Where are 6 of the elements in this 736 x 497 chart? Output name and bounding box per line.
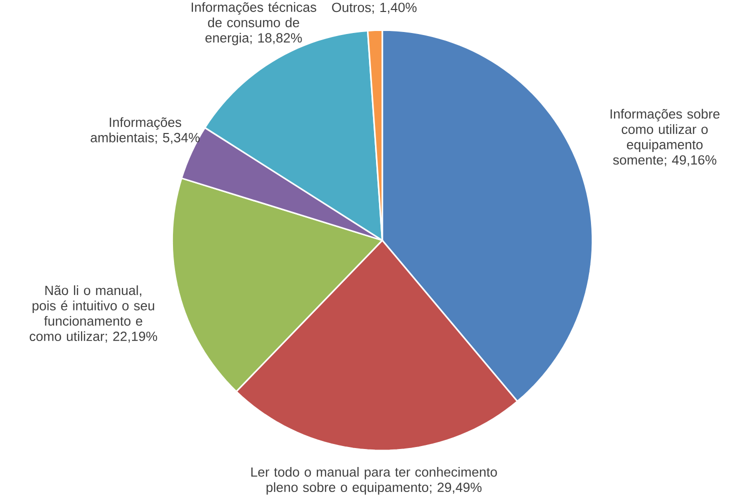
- slice-label: Informações ambientais; 5,34%: [90, 117, 200, 144]
- slice-label: Informações técnicas de consumo de energia; 18,82%: [192, 2, 316, 46]
- slice-label: Informações sobre como utilizar o equipamento somente; 49,16%: [610, 109, 720, 166]
- slice-label: Outros; 1,40%: [332, 2, 417, 14]
- slice-label: Ler todo o manual para ter conhecimento pleno sobre o equipamento; 29,49%: [251, 467, 497, 495]
- slice-label: Não li o manual, pois é intuitivo o seu funcionamento e como utilizar; 22,19%: [30, 285, 158, 343]
